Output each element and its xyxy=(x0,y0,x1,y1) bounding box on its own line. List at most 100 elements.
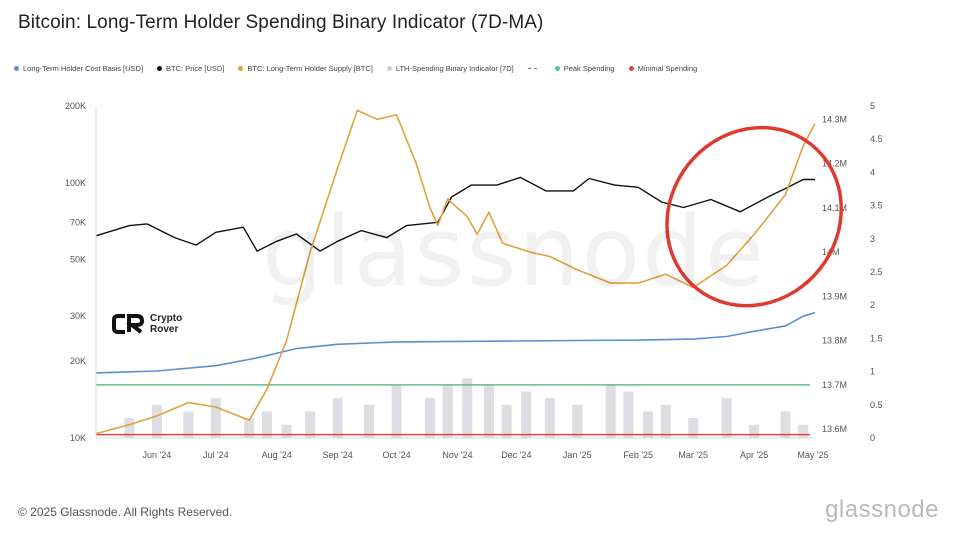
right-supply-tick-label: 13.7M xyxy=(822,380,847,390)
indicator-bar xyxy=(483,384,494,438)
indicator-bar xyxy=(660,404,671,438)
legend-item-binary-indicator[interactable]: LTH-Spending Binary Indicator [7D] xyxy=(386,63,514,73)
right-supply-tick-label: 14.3M xyxy=(822,114,847,124)
indicator-bar xyxy=(643,411,654,438)
x-axis-tick-label: Jan '25 xyxy=(563,450,592,460)
indicator-bars xyxy=(124,378,809,438)
legend-dot-icon xyxy=(554,65,560,71)
legend-dash-icon xyxy=(527,67,537,69)
indicator-bar xyxy=(210,398,221,438)
left-axis-tick-label: 10K xyxy=(70,433,86,443)
left-axis-tick-label: 70K xyxy=(70,217,86,227)
x-axis-tick-label: Jun '24 xyxy=(143,450,172,460)
right-indicator-tick-label: 3.5 xyxy=(870,201,883,211)
legend-label: BTC: Long-Term Holder Supply [BTC] xyxy=(247,63,373,73)
right-indicator-tick-label: 2 xyxy=(870,300,875,310)
right-indicator-tick-label: 1 xyxy=(870,367,875,377)
indicator-bar xyxy=(281,424,292,438)
indicator-bar xyxy=(501,404,512,438)
indicator-bar xyxy=(605,384,616,438)
indicator-bar xyxy=(244,418,255,438)
chart-title: Bitcoin: Long-Term Holder Spending Binar… xyxy=(18,12,544,33)
indicator-bar xyxy=(780,411,791,438)
indicator-bar xyxy=(798,424,809,438)
indicator-bar xyxy=(544,398,555,438)
copyright-footer: © 2025 Glassnode. All Rights Reserved. xyxy=(18,505,233,519)
series-lines xyxy=(95,109,816,435)
glassnode-brand-logo: glassnode xyxy=(825,496,939,523)
legend-label: BTC: Price [USD] xyxy=(166,63,225,73)
chart-legend: Long-Term Holder Cost Basis [USD] BTC: P… xyxy=(14,62,697,74)
lth-cost-basis-line xyxy=(95,311,816,374)
indicator-bar xyxy=(462,378,473,438)
legend-item-dashed[interactable] xyxy=(527,67,541,69)
indicator-bar xyxy=(305,411,316,438)
crypto-rover-line2: Rover xyxy=(150,324,179,335)
right-indicator-tick-label: 2.5 xyxy=(870,267,883,277)
x-axis-tick-label: Mar '25 xyxy=(678,450,708,460)
legend-dot-icon xyxy=(628,65,634,71)
right-indicator-tick-label: 4.5 xyxy=(870,134,883,144)
crypto-rover-logo: Crypto Rover xyxy=(112,313,182,335)
indicator-bar xyxy=(332,398,343,438)
legend-item-peak-spending[interactable]: Peak Spending xyxy=(554,63,615,73)
btc-price-line xyxy=(95,176,815,252)
crypto-rover-line1: Crypto xyxy=(150,313,183,324)
x-axis-tick-label: Aug '24 xyxy=(262,450,292,460)
indicator-bar xyxy=(261,411,272,438)
indicator-bar xyxy=(721,398,732,438)
x-axis-tick-label: Jul '24 xyxy=(203,450,229,460)
indicator-bar xyxy=(572,404,583,438)
indicator-bar xyxy=(424,398,435,438)
indicator-bar xyxy=(183,411,194,438)
legend-dot-icon xyxy=(386,65,392,71)
legend-label: Peak Spending xyxy=(563,63,615,73)
legend-label: Minimal Spending xyxy=(637,63,698,73)
indicator-bar xyxy=(124,418,135,438)
legend-dot-icon xyxy=(14,65,19,71)
legend-item-lth-supply[interactable]: BTC: Long-Term Holder Supply [BTC] xyxy=(238,63,373,73)
x-axis-tick-label: Oct '24 xyxy=(382,450,410,460)
annotation-layer xyxy=(665,125,843,308)
legend-label: LTH-Spending Binary Indicator [7D] xyxy=(395,63,514,73)
right-supply-tick-label: 13.9M xyxy=(822,291,847,301)
indicator-bar xyxy=(391,384,402,438)
indicator-bar xyxy=(151,404,162,438)
indicator-bar xyxy=(749,424,760,438)
lth-supply-line xyxy=(95,109,816,435)
left-axis-tick-label: 20K xyxy=(70,356,86,366)
legend-item-minimal-spending[interactable]: Minimal Spending xyxy=(628,63,698,73)
indicator-bar xyxy=(688,418,699,438)
legend-label: Long-Term Holder Cost Basis [USD] xyxy=(23,63,144,73)
right-indicator-tick-label: 4 xyxy=(870,167,875,177)
x-axis-tick-label: Dec '24 xyxy=(501,450,531,460)
left-axis-tick-label: 100K xyxy=(65,178,86,188)
right-indicator-tick-label: 1.5 xyxy=(870,333,883,343)
red-annotation-ellipse xyxy=(665,125,843,308)
x-axis-tick-label: Nov '24 xyxy=(442,450,472,460)
indicator-bar xyxy=(521,391,532,438)
legend-item-cost-basis[interactable]: Long-Term Holder Cost Basis [USD] xyxy=(14,64,143,73)
legend-dot-icon xyxy=(157,65,163,71)
x-axis-tick-label: Sep '24 xyxy=(323,450,353,460)
right-supply-tick-label: 14.2M xyxy=(822,159,847,169)
x-axis-tick-label: May '25 xyxy=(797,450,828,460)
crypto-rover-logo-icon xyxy=(112,314,144,334)
right-supply-tick-label: 14.1M xyxy=(822,203,847,213)
right-indicator-tick-label: 0 xyxy=(870,433,875,443)
right-supply-tick-label: 13.6M xyxy=(822,424,847,434)
left-axis-tick-label: 30K xyxy=(70,311,86,321)
left-axis-tick-label: 50K xyxy=(70,255,86,265)
right-indicator-tick-label: 0.5 xyxy=(870,400,883,410)
legend-item-price[interactable]: BTC: Price [USD] xyxy=(157,64,224,73)
right-supply-tick-label: 13.8M xyxy=(822,336,847,346)
axes: 10K20K30K50K70K100K200K13.6M13.7M13.8M13… xyxy=(65,101,883,460)
indicator-bar xyxy=(623,391,634,438)
right-indicator-tick-label: 3 xyxy=(870,234,875,244)
indicator-bar xyxy=(364,404,375,438)
indicator-bar xyxy=(442,384,453,438)
left-axis-tick-label: 200K xyxy=(65,101,86,111)
threshold-lines xyxy=(96,384,810,436)
x-axis-tick-label: Apr '25 xyxy=(740,450,768,460)
